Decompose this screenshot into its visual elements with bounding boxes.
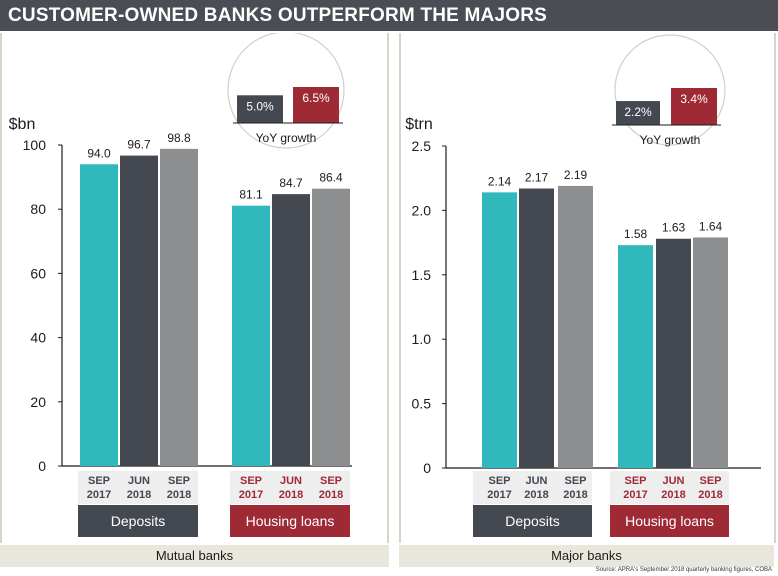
bar-value-label: 2.14 (488, 174, 512, 188)
period-label-month: SEP (168, 475, 190, 487)
bar (482, 192, 517, 469)
y-tick-label: 1.0 (412, 331, 432, 347)
period-label-year: 2018 (167, 489, 191, 501)
bar (558, 185, 593, 469)
y-tick-label: 0.5 (412, 396, 432, 412)
major-banks-footer (399, 545, 774, 567)
bar-value-label: 96.7 (127, 138, 151, 152)
bar (312, 188, 350, 466)
period-label-year: 2018 (319, 489, 343, 501)
mutual-banks-panel: $bn 0 20 40 60 80 100 94.0 96.7 98.8 SEP 2017 JUN 201… (0, 31, 389, 543)
y-tick-label: 100 (23, 137, 47, 153)
bar-value-label: 1.63 (662, 221, 686, 235)
period-label-strip (473, 471, 592, 504)
y-tick-label: 0 (38, 458, 46, 474)
mutual-banks-footer-label: Mutual banks (155, 548, 234, 563)
category-label: Housing loans (246, 513, 335, 529)
bar (160, 148, 198, 466)
y-tick-label: 0 (423, 460, 431, 476)
y-tick-label: 1.5 (412, 267, 432, 283)
bar (80, 164, 118, 466)
period-label-strip (230, 471, 350, 504)
panel-frame-right (387, 33, 389, 543)
period-label-year: 2018 (698, 489, 722, 501)
category-box (473, 505, 592, 537)
bar-value-label: 81.1 (239, 188, 263, 202)
period-label-year: 2017 (487, 489, 511, 501)
bar (618, 245, 653, 468)
yoy-bar (293, 87, 339, 123)
category-box (610, 505, 729, 537)
period-label-month: SEP (699, 475, 721, 487)
period-label-year: 2018 (127, 489, 151, 501)
y-axis-unit-label: $bn (9, 116, 36, 133)
category-label: Deposits (505, 513, 559, 529)
bar-value-label: 94.0 (87, 146, 111, 160)
period-label-year: 2017 (87, 489, 111, 501)
y-tick-label: 20 (30, 394, 46, 410)
period-label-year: 2018 (563, 489, 587, 501)
yoy-bar (671, 88, 717, 125)
period-label-month: JUN (280, 475, 302, 487)
yoy-bar-label: 6.5% (302, 91, 330, 105)
period-label-strip (78, 471, 198, 504)
yoy-growth-title: YoY growth (640, 133, 701, 147)
period-label-year: 2018 (661, 489, 685, 501)
major-banks-chart: $trn 0 0.5 1.0 1.5 2.0 2.5 2.14 2.17 2.19 SEP 2017 J… (405, 34, 761, 537)
bar-value-label: 98.8 (167, 131, 191, 145)
yoy-bar (237, 95, 283, 123)
y-tick-label: 80 (30, 201, 46, 217)
period-label-strip (610, 471, 729, 504)
bar-value-label: 2.19 (564, 168, 588, 182)
bar (519, 188, 554, 468)
period-label-month: SEP (88, 475, 110, 487)
bar (120, 155, 158, 466)
chart-title: CUSTOMER-OWNED BANKS OUTPERFORM THE MAJO… (8, 5, 547, 26)
yoy-bar-label: 2.2% (624, 105, 652, 119)
mutual-banks-chart: $bn 0 20 40 60 80 100 94.0 96.7 98.8 SEP 2017 JUN 201… (9, 31, 352, 537)
period-label-year: 2017 (623, 489, 647, 501)
panel-frame-right (774, 33, 776, 543)
mutual-banks-footer (0, 545, 389, 567)
source-note: Source: APRA's September 2018 quarterly … (595, 567, 772, 573)
period-label-month: SEP (488, 475, 510, 487)
y-tick-label: 40 (30, 330, 46, 346)
yoy-bar (616, 101, 660, 125)
bar (232, 205, 270, 466)
period-label-month: JUN (128, 475, 150, 487)
period-label-month: SEP (240, 475, 262, 487)
bar-value-label: 1.58 (624, 227, 648, 241)
panel-frame-left (0, 33, 2, 543)
period-label-year: 2017 (239, 489, 263, 501)
yoy-bar-label: 3.4% (680, 92, 708, 106)
category-label: Housing loans (625, 513, 714, 529)
bar-value-label: 2.17 (525, 171, 549, 185)
y-axis-unit-label: $trn (405, 116, 433, 133)
category-box (230, 505, 350, 537)
bar (272, 194, 310, 466)
bar (656, 238, 691, 468)
period-label-year: 2018 (279, 489, 303, 501)
y-tick-label: 2.5 (412, 138, 432, 154)
panel-frame-left (399, 33, 401, 543)
title-bar: CUSTOMER-OWNED BANKS OUTPERFORM THE MAJO… (0, 0, 778, 31)
major-banks-footer-label: Major banks (551, 548, 622, 563)
bar-value-label: 84.7 (279, 176, 303, 190)
bar-value-label: 86.4 (319, 171, 343, 185)
period-label-month: SEP (564, 475, 586, 487)
yoy-growth-title: YoY growth (256, 131, 317, 145)
category-box (78, 505, 198, 537)
bar-value-label: 1.64 (699, 219, 723, 233)
period-label-month: SEP (320, 475, 342, 487)
y-tick-label: 2.0 (412, 202, 432, 218)
period-label-month: SEP (624, 475, 646, 487)
yoy-bar-label: 5.0% (246, 99, 274, 113)
bar (693, 237, 728, 468)
period-label-year: 2018 (524, 489, 548, 501)
period-label-month: JUN (525, 475, 547, 487)
period-label-month: JUN (662, 475, 684, 487)
y-tick-label: 60 (30, 265, 46, 281)
major-banks-panel: $trn 0 0.5 1.0 1.5 2.0 2.5 2.14 2.17 2.19 SEP 2017 J… (389, 33, 778, 543)
category-label: Deposits (111, 513, 165, 529)
